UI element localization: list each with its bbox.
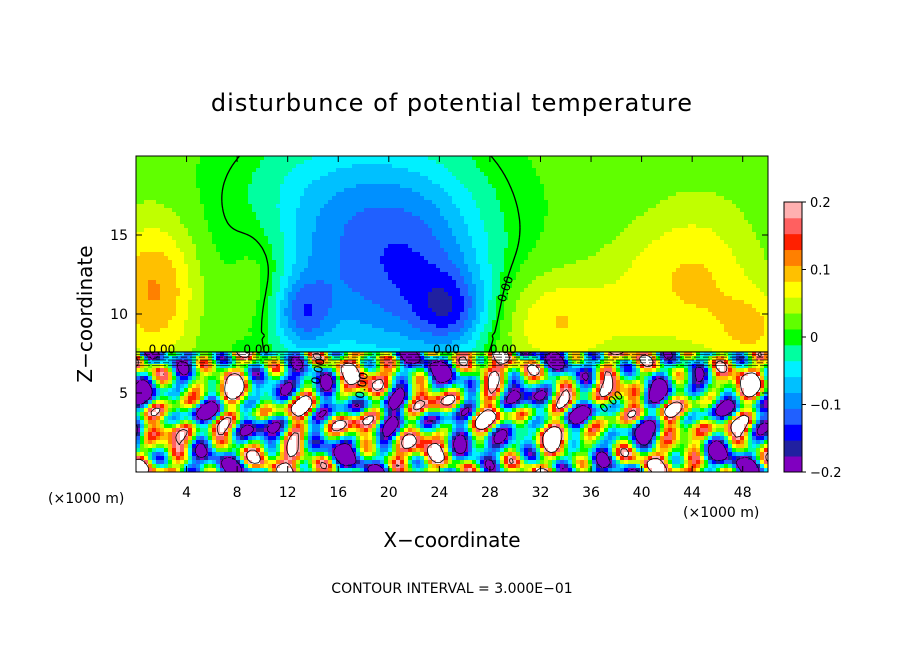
contour-label: 0.00 xyxy=(353,371,371,400)
contour-label: 0.00 xyxy=(433,343,460,357)
colorbar-swatch xyxy=(784,440,802,457)
x-tick-label: 28 xyxy=(481,485,499,501)
colorbar-swatch xyxy=(784,265,802,282)
x-axis-label: X−coordinate xyxy=(383,528,520,552)
x-tick-label: 12 xyxy=(279,485,297,501)
colorbar-label: 0.2 xyxy=(810,196,831,211)
colorbar-swatch xyxy=(784,344,802,362)
x-tick-label: 48 xyxy=(734,485,752,501)
x-tick-label: 36 xyxy=(582,485,600,501)
contour-label: 0.00 xyxy=(243,343,270,357)
colorbar-swatch xyxy=(784,408,802,425)
y-axis-label: Z−coordinate xyxy=(73,245,97,382)
colorbar-swatch xyxy=(784,456,802,473)
x-axis-ticks: 4 8 12 16 20 24 28 32 36 40 44 48 xyxy=(182,156,752,501)
y-tick-label: 5 xyxy=(119,386,128,402)
x-tick-label: 8 xyxy=(233,485,242,501)
x-tick-label: 44 xyxy=(683,485,701,501)
colorbar-swatch xyxy=(784,202,802,219)
x-unit-left: (×1000 m) xyxy=(48,491,124,507)
y-tick-label: 10 xyxy=(110,307,128,323)
colorbar-label: −0.2 xyxy=(810,466,842,481)
colorbar-label: 0 xyxy=(810,331,818,346)
colorbar-label: −0.1 xyxy=(810,399,842,414)
heatmap-field xyxy=(136,156,768,472)
x-tick-label: 20 xyxy=(380,485,398,501)
contour-label: 0.00 xyxy=(490,343,517,357)
x-tick-label: 32 xyxy=(532,485,550,501)
colorbar-swatch xyxy=(784,249,802,266)
x-tick-label: 4 xyxy=(182,485,191,501)
y-tick-label: 15 xyxy=(110,228,128,244)
colorbar-swatch xyxy=(784,217,802,235)
contour-label: 0.00 xyxy=(149,343,176,357)
colorbar-swatch xyxy=(784,376,802,393)
colorbar-label: 0.1 xyxy=(810,264,831,279)
contour-label: 0.00 xyxy=(309,357,328,386)
colorbar-swatch xyxy=(784,329,802,346)
colorbar: 0.2 0.1 0 −0.1 −0.2 xyxy=(783,196,842,481)
colorbar-swatch xyxy=(784,360,802,378)
contour-lines xyxy=(136,156,768,472)
contour-interval-note: CONTOUR INTERVAL = 3.000E−01 xyxy=(331,581,572,597)
y-axis-ticks: 5 10 15 xyxy=(110,228,768,402)
colorbar-swatch xyxy=(784,233,802,251)
colorbar-swatch xyxy=(784,392,802,409)
colorbar-swatch xyxy=(784,297,802,314)
x-tick-label: 16 xyxy=(329,485,347,501)
x-tick-label: 40 xyxy=(633,485,651,501)
colorbar-swatch xyxy=(784,424,802,441)
x-tick-label: 24 xyxy=(430,485,448,501)
x-unit-right: (×1000 m) xyxy=(683,505,759,521)
chart-title: disturbunce of potential temperature xyxy=(211,89,693,117)
colorbar-swatch xyxy=(784,313,802,330)
colorbar-swatch xyxy=(784,281,802,298)
